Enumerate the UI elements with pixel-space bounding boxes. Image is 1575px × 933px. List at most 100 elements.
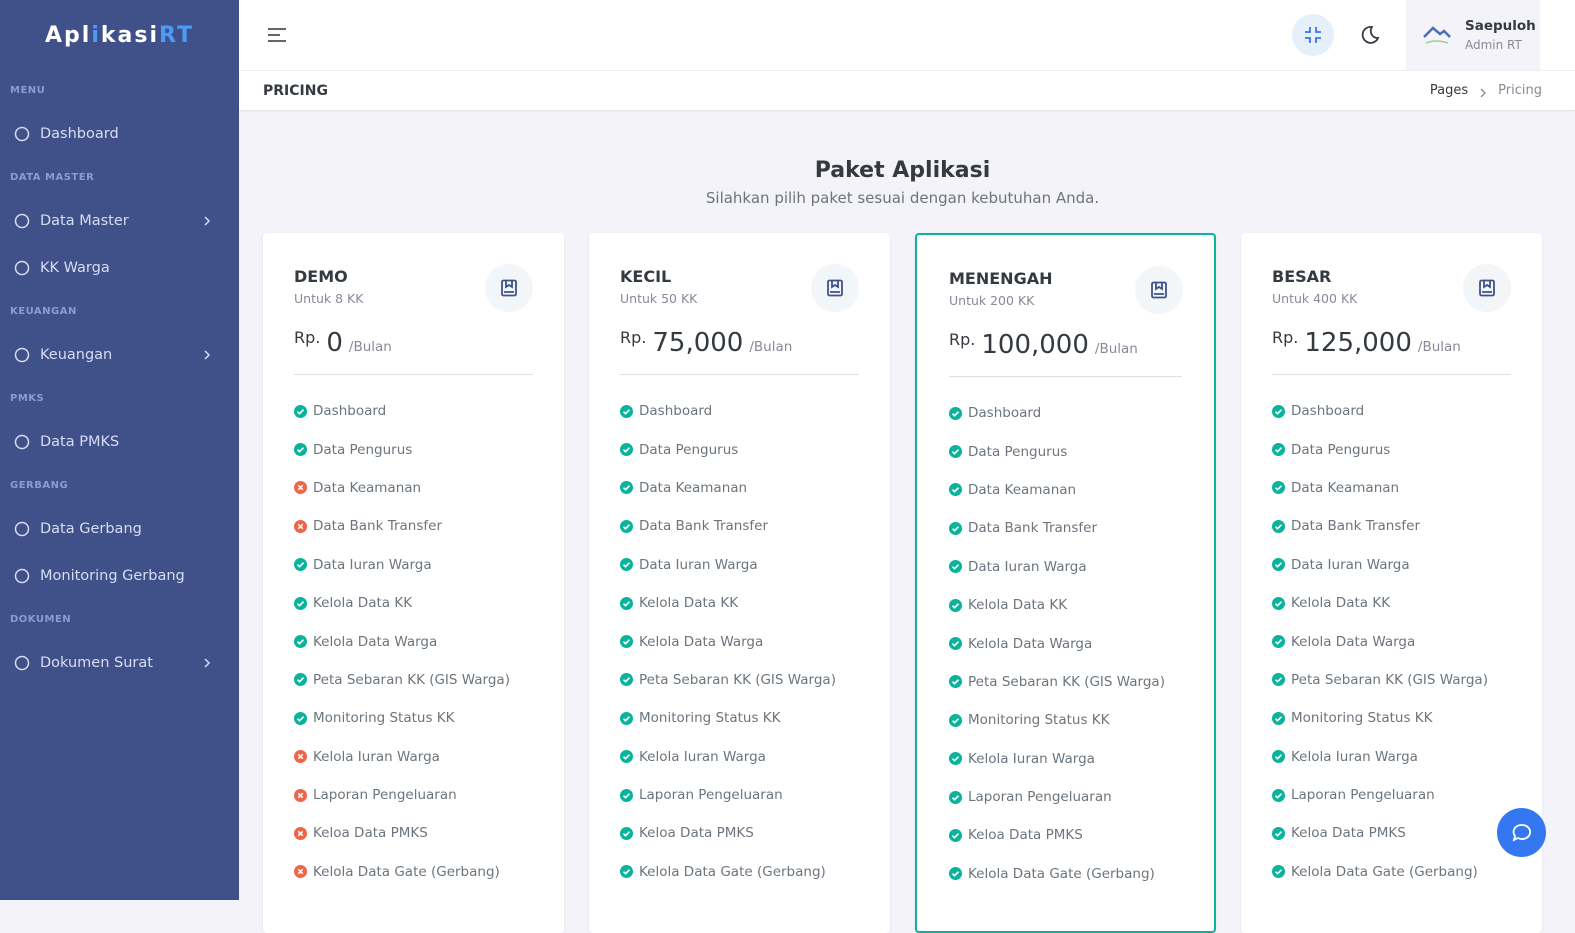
nav-item[interactable]: Data Master bbox=[0, 197, 239, 244]
nav-icon bbox=[14, 213, 30, 228]
cross-icon bbox=[294, 826, 307, 840]
nav-label: Data PMKS bbox=[40, 433, 120, 450]
theme-toggle[interactable] bbox=[1358, 24, 1380, 46]
feature-label: Peta Sebaran KK (GIS Warga) bbox=[639, 671, 836, 688]
plan-quota: Untuk 400 KK bbox=[1272, 291, 1358, 306]
check-icon bbox=[294, 404, 307, 418]
check-icon bbox=[1272, 635, 1285, 649]
feature-list: Dashboard Data Pengurus Data Keamanan Data … bbox=[1272, 392, 1511, 891]
feature-label: Kelola Iuran Warga bbox=[639, 748, 766, 765]
plan-icon[interactable] bbox=[485, 264, 533, 312]
nav-icon bbox=[14, 655, 30, 670]
check-icon bbox=[620, 865, 633, 879]
nav-item[interactable]: Dashboard bbox=[0, 110, 239, 157]
feature-label: Data Bank Transfer bbox=[639, 518, 769, 535]
nav-item[interactable]: Data Gerbang bbox=[0, 505, 239, 552]
logo-part: kasi bbox=[100, 22, 160, 48]
pricing-subtitle: Silahkan pilih paket sesuai dengan kebut… bbox=[705, 189, 1100, 207]
feature-label: Kelola Data Gate (Gerbang) bbox=[1291, 863, 1478, 880]
check-icon bbox=[1272, 826, 1285, 840]
breadcrumb-item[interactable]: Pages bbox=[1429, 83, 1469, 98]
feature-item: Peta Sebaran KK (GIS Warga) bbox=[294, 661, 533, 699]
logo-part: Apl bbox=[45, 22, 92, 48]
avatar bbox=[1423, 26, 1451, 44]
book-icon bbox=[501, 279, 517, 297]
check-icon bbox=[1272, 788, 1285, 802]
feature-label: Dashboard bbox=[968, 405, 1042, 422]
breadcrumb-bar: PRICING Pages Pricing bbox=[239, 70, 1575, 110]
nav-heading: DATA MASTER bbox=[10, 171, 95, 183]
plan-name: DEMO bbox=[294, 267, 348, 286]
check-icon bbox=[294, 596, 307, 610]
feature-item: Data Keamanan bbox=[1272, 469, 1511, 507]
menu-toggle[interactable] bbox=[267, 26, 289, 44]
price-period: /Bulan bbox=[348, 339, 392, 355]
check-icon bbox=[1272, 750, 1285, 764]
check-icon bbox=[620, 788, 633, 802]
feature-label: Data Bank Transfer bbox=[968, 520, 1098, 537]
feature-label: Keloa Data PMKS bbox=[1291, 825, 1406, 842]
feature-item: Kelola Iuran Warga bbox=[620, 738, 859, 776]
check-icon bbox=[620, 711, 633, 725]
feature-item: Kelola Data Gate (Gerbang) bbox=[294, 853, 533, 891]
feature-label: Data Iuran Warga bbox=[313, 556, 432, 573]
nav-label: Data Master bbox=[40, 212, 129, 229]
nav-item[interactable]: Keuangan bbox=[0, 331, 239, 378]
check-icon bbox=[949, 752, 962, 766]
nav-icon bbox=[14, 568, 30, 583]
user-role: Admin RT bbox=[1465, 38, 1522, 52]
feature-label: Kelola Iuran Warga bbox=[968, 750, 1095, 767]
check-icon bbox=[1272, 481, 1285, 495]
feature-label: Data Pengurus bbox=[313, 441, 413, 458]
feature-item: Dashboard bbox=[620, 392, 859, 430]
feature-item: Data Pengurus bbox=[620, 430, 859, 468]
book-icon bbox=[1479, 279, 1495, 297]
feature-label: Dashboard bbox=[1291, 403, 1365, 420]
plan-name: BESAR bbox=[1272, 267, 1332, 286]
feature-label: Kelola Data Warga bbox=[968, 635, 1093, 652]
plan-icon[interactable] bbox=[1135, 266, 1183, 314]
user-menu[interactable]: Saepuloh Admin RT bbox=[1406, 0, 1540, 70]
chat-button[interactable] bbox=[1497, 808, 1546, 857]
nav-item[interactable]: KK Warga bbox=[0, 244, 239, 291]
feature-label: Dashboard bbox=[639, 403, 713, 420]
feature-label: Laporan Pengeluaran bbox=[968, 789, 1112, 806]
plan-icon[interactable] bbox=[811, 264, 859, 312]
nav-heading: MENU bbox=[10, 84, 46, 96]
check-icon bbox=[620, 481, 633, 495]
plan-icon[interactable] bbox=[1463, 264, 1511, 312]
feature-item: Keloa Data PMKS bbox=[1272, 814, 1511, 852]
check-icon bbox=[620, 596, 633, 610]
check-icon bbox=[1272, 443, 1285, 457]
breadcrumb-item: Pricing bbox=[1498, 83, 1542, 98]
feature-label: Keloa Data PMKS bbox=[968, 827, 1083, 844]
nav-heading: GERBANG bbox=[10, 479, 69, 491]
fullscreen-button[interactable] bbox=[1292, 14, 1334, 56]
nav-item[interactable]: Data PMKS bbox=[0, 418, 239, 465]
nav-item[interactable]: Monitoring Gerbang bbox=[0, 552, 239, 599]
feature-label: Kelola Data Warga bbox=[639, 633, 764, 650]
feature-item: Kelola Data KK bbox=[620, 584, 859, 622]
plan-quota: Untuk 50 KK bbox=[620, 291, 698, 306]
nav-item[interactable]: Dokumen Surat bbox=[0, 639, 239, 686]
feature-label: Data Bank Transfer bbox=[313, 518, 443, 535]
check-icon bbox=[1272, 596, 1285, 610]
feature-label: Data Iuran Warga bbox=[968, 558, 1087, 575]
plan-quota: Untuk 8 KK bbox=[294, 291, 364, 306]
feature-label: Monitoring Status KK bbox=[313, 710, 455, 727]
feature-item: Dashboard bbox=[294, 392, 533, 430]
plan-price: Rp. 125,000/Bulan bbox=[1272, 328, 1511, 375]
feature-item: Data Iuran Warga bbox=[1272, 546, 1511, 584]
nav-icon bbox=[14, 434, 30, 449]
chevron bbox=[204, 215, 211, 226]
plan-price: Rp. 100,000/Bulan bbox=[949, 330, 1182, 377]
feature-item: Keloa Data PMKS bbox=[620, 814, 859, 852]
check-icon bbox=[620, 750, 633, 764]
feature-item: Data Bank Transfer bbox=[294, 507, 533, 545]
logo[interactable]: Apl i kasi RT bbox=[0, 0, 239, 70]
price-currency: Rp. bbox=[620, 328, 647, 347]
feature-item: Laporan Pengeluaran bbox=[949, 778, 1182, 816]
feature-item: Kelola Data Warga bbox=[1272, 622, 1511, 660]
book-icon bbox=[1151, 281, 1167, 299]
check-icon bbox=[949, 828, 962, 842]
